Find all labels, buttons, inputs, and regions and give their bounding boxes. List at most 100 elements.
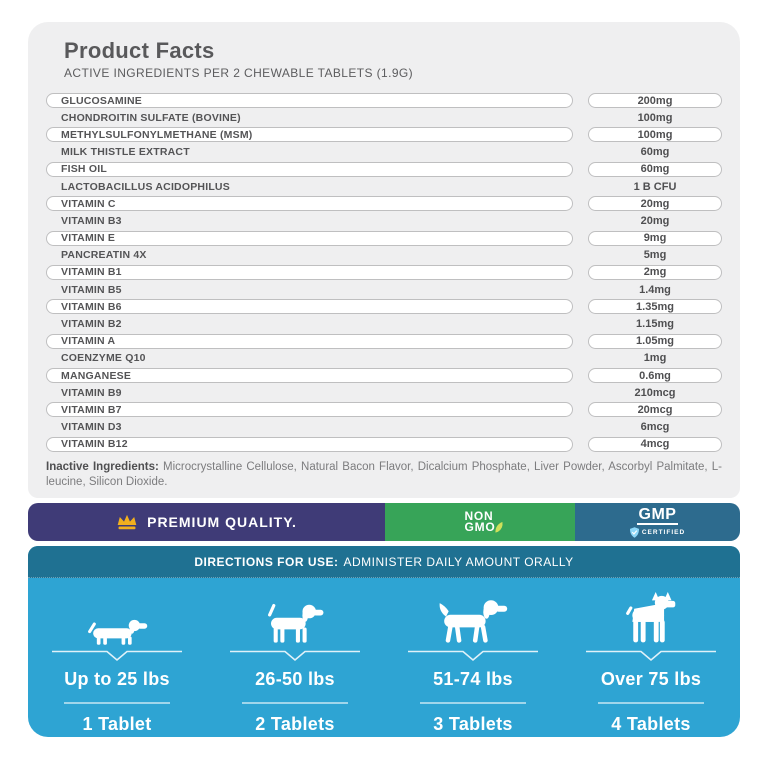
ingredient-name: PANCREATIN 4X [61, 249, 147, 262]
dose-label: 1 Tablet [82, 714, 152, 734]
ingredient-amount: 1.35mg [588, 299, 722, 315]
ingredient-amount: 0.6mg [588, 368, 722, 384]
ingredient-row: PANCREATIN 4X 5mg [46, 247, 740, 264]
directions-panel: DIRECTIONS FOR USE: ADMINISTER DAILY AMO… [28, 546, 740, 737]
ingredient-name: VITAMIN B2 [61, 318, 122, 331]
boxer-icon [621, 590, 681, 648]
ingredient-amount: 6mcg [640, 421, 670, 434]
beagle-icon [263, 590, 327, 648]
leaf-icon [495, 521, 503, 533]
ingredient-name: METHYLSULFONYLMETHANE (MSM) [46, 127, 573, 143]
ingredient-name: VITAMIN B6 [46, 299, 573, 315]
inactive-ingredients-text: Microcrystalline Cellulose, Natural Baco… [46, 460, 722, 488]
ingredient-row: GLUCOSAMINE 200mg [46, 92, 740, 109]
retriever-icon [437, 590, 509, 648]
directions-header: DIRECTIONS FOR USE: ADMINISTER DAILY AMO… [28, 546, 740, 578]
dose-label: 4 Tablets [611, 714, 691, 734]
ingredient-name: MANGANESE [46, 368, 573, 384]
ingredient-amount: 1 B CFU [633, 180, 677, 193]
ingredient-amount: 1mg [643, 352, 667, 365]
ingredient-amount: 20mg [588, 196, 722, 212]
ingredient-amount: 210mcg [634, 386, 676, 399]
gmp-certified-row: CERTIFIED [629, 526, 686, 538]
ingredient-amount: 20mg [640, 214, 670, 227]
ingredient-row: VITAMIN B5 1.4mg [46, 281, 740, 298]
ingredient-name: VITAMIN B3 [61, 214, 122, 227]
dose-label: 2 Tablets [255, 714, 335, 734]
chevron-divider [52, 650, 182, 662]
ingredient-row: CHONDROITIN SULFATE (BOVINE) 100mg [46, 109, 740, 126]
ingredient-row: VITAMIN B9 210mcg [46, 384, 740, 401]
premium-quality-label: PREMIUM QUALITY. [147, 514, 297, 530]
ingredient-amount: 1.15mg [636, 318, 674, 331]
ingredient-row: VITAMIN A 1.05mg [46, 333, 740, 350]
ingredient-name: FISH OIL [46, 161, 573, 177]
dachshund-icon [84, 590, 150, 648]
gmp-label: GMP [636, 505, 679, 525]
shield-check-icon [629, 526, 639, 538]
ingredient-amount: 20mcg [588, 402, 722, 418]
ingredient-row: METHYLSULFONYLMETHANE (MSM) 100mg [46, 126, 740, 143]
ingredient-row: VITAMIN D3 6mcg [46, 419, 740, 436]
ingredients-list: GLUCOSAMINE 200mg CHONDROITIN SULFATE (BOV… [46, 92, 740, 453]
ingredient-row: VITAMIN B1 2mg [46, 264, 740, 281]
ingredient-name: VITAMIN B1 [46, 264, 573, 280]
ingredient-name: COENZYME Q10 [61, 352, 146, 365]
dosage-column-small-dog: Up to 25 lbs 1 Tablet [28, 590, 206, 735]
ingredient-name: MILK THISTLE EXTRACT [61, 146, 190, 159]
directions-header-text: ADMINISTER DAILY AMOUNT ORALLY [343, 554, 574, 569]
ingredient-row: MILK THISTLE EXTRACT 60mg [46, 144, 740, 161]
non-gmo-label: NON GMO [464, 510, 503, 533]
ingredient-amount: 4mcg [588, 436, 722, 452]
page-title: Product Facts [64, 38, 215, 63]
ingredient-name: VITAMIN D3 [61, 421, 122, 434]
divider [420, 702, 526, 704]
gmp-sublabel: CERTIFIED [641, 528, 686, 536]
ingredient-amount: 9mg [588, 230, 722, 246]
weight-range-label: Up to 25 lbs [64, 669, 170, 689]
ingredient-row: MANGANESE 0.6mg [46, 367, 740, 384]
ingredient-row: VITAMIN E 9mg [46, 230, 740, 247]
ingredient-name: VITAMIN B12 [46, 436, 573, 452]
ingredient-row: FISH OIL 60mg [46, 161, 740, 178]
weight-range-label: 26-50 lbs [255, 669, 335, 689]
ingredient-name: CHONDROITIN SULFATE (BOVINE) [61, 111, 241, 124]
ingredient-name: VITAMIN E [46, 230, 573, 246]
badge-strip: PREMIUM QUALITY. NON GMO GMP CERTIFIED [28, 503, 740, 541]
ingredient-name: GLUCOSAMINE [46, 93, 573, 109]
inactive-ingredients-label: Inactive Ingredients: [46, 460, 159, 473]
ingredient-name: VITAMIN B7 [46, 402, 573, 418]
ingredient-row: VITAMIN B12 4mcg [46, 436, 740, 453]
dosage-column-large-dog: 51-74 lbs 3 Tablets [384, 590, 562, 735]
ingredient-amount: 2mg [588, 264, 722, 280]
ingredient-row: VITAMIN B6 1.35mg [46, 298, 740, 315]
divider [64, 702, 170, 704]
ingredient-row: COENZYME Q10 1mg [46, 350, 740, 367]
gmp-certified-badge: GMP CERTIFIED [575, 503, 740, 541]
directions-header-label: DIRECTIONS FOR USE: [194, 554, 339, 569]
facts-subtitle: ACTIVE INGREDIENTS PER 2 CHEWABLE TABLET… [64, 66, 414, 80]
ingredient-name: VITAMIN B5 [61, 283, 122, 296]
crown-icon [117, 514, 137, 529]
ingredient-amount: 60mg [588, 161, 722, 177]
ingredient-amount: 100mg [588, 127, 722, 143]
dose-label: 3 Tablets [433, 714, 513, 734]
chevron-divider [586, 650, 716, 662]
inactive-ingredients: Inactive Ingredients: Microcrystalline C… [46, 460, 722, 490]
ingredient-amount: 100mg [637, 111, 673, 124]
ingredient-name: VITAMIN C [46, 196, 573, 212]
dosage-column-medium-dog: 26-50 lbs 2 Tablets [206, 590, 384, 735]
ingredient-row: VITAMIN B3 20mg [46, 212, 740, 229]
ingredient-name: LACTOBACILLUS ACIDOPHILUS [61, 180, 230, 193]
ingredient-row: VITAMIN B7 20mcg [46, 401, 740, 418]
dosage-columns: Up to 25 lbs 1 Tablet [28, 578, 740, 735]
chevron-divider [230, 650, 360, 662]
ingredient-name: VITAMIN A [46, 333, 573, 349]
ingredient-amount: 60mg [640, 146, 670, 159]
dosage-column-xlarge-dog: Over 75 lbs 4 Tablets [562, 590, 740, 735]
non-gmo-badge: NON GMO [385, 503, 575, 541]
ingredient-name: VITAMIN B9 [61, 386, 122, 399]
ingredient-row: VITAMIN B2 1.15mg [46, 315, 740, 332]
divider [598, 702, 704, 704]
weight-range-label: Over 75 lbs [600, 669, 702, 689]
